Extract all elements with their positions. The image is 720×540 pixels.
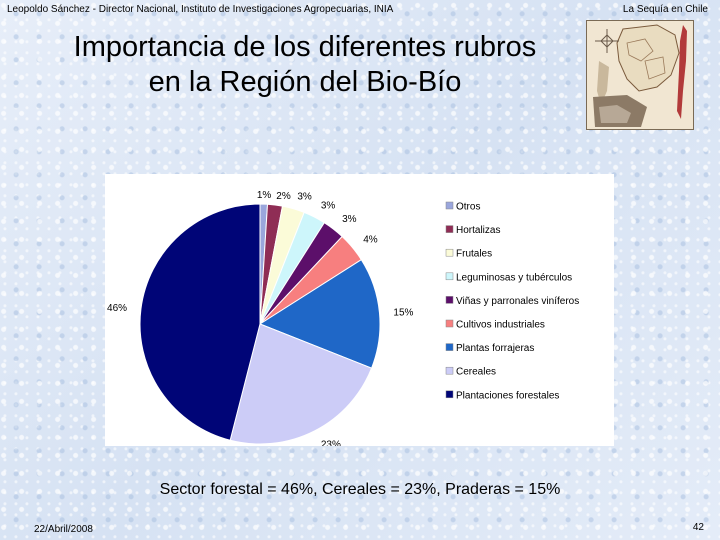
legend-swatch-plantas-forrajeras xyxy=(445,343,454,351)
pie-label-frutales: 3% xyxy=(297,191,312,202)
legend-label-cultivos-industriales: Cultivos industriales xyxy=(456,320,545,331)
region-map-image xyxy=(586,20,694,130)
legend-swatch-cultivos-industriales xyxy=(445,319,454,328)
pie-label-otros: 1% xyxy=(257,190,272,201)
summary-caption: Sector forestal = 46%, Cereales = 23%, P… xyxy=(159,481,561,498)
legend-swatch-vinas-y-parronales-viniferos xyxy=(445,296,454,304)
pie-chart: 1% 2% 3% 3% 3% 4% 15% 23% 46% Otros Hortalizas Fru… xyxy=(105,174,614,446)
pie-label-cultivos-industriales: 4% xyxy=(363,235,378,246)
slide-title-line-1: Importancia de los diferentes rubros xyxy=(73,31,537,63)
pie-label-cereales: 23% xyxy=(321,439,341,446)
pie-label-plantaciones-forestales: 46% xyxy=(107,303,127,314)
legend-label-vinas-y-parronales-viniferos: Viñas y parronales viníferos xyxy=(456,296,579,307)
legend-label-cereales: Cereales xyxy=(456,367,496,378)
legend-label-otros: Otros xyxy=(456,202,480,213)
presenter-credit: Leopoldo Sánchez - Director Nacional, In… xyxy=(7,4,394,15)
slide-title: Importancia de los diferentes rubros en … xyxy=(30,30,580,100)
legend-label-hortalizas: Hortalizas xyxy=(456,225,500,236)
footer-date: 22/Abril/2008 xyxy=(34,524,93,535)
legend-swatch-leguminosas-y-tuberculos xyxy=(445,272,454,281)
slide-number: 42 xyxy=(692,522,704,533)
pie-slice-plantaciones-forestales xyxy=(139,203,261,441)
pie-slices xyxy=(139,203,381,445)
legend-swatch-cereales xyxy=(445,366,454,375)
pie-slice-cereales xyxy=(229,323,373,445)
legend-label-leguminosas-y-tuberculos: Leguminosas y tubérculos xyxy=(456,272,572,283)
legend-label-frutales: Frutales xyxy=(456,249,492,260)
pie-slice-labels: 1% 2% 3% 3% 3% 4% 15% 23% 46% xyxy=(107,190,413,446)
pie-label-leguminosas-y-tuberculos: 3% xyxy=(321,201,336,212)
chart-legend: Otros Hortalizas Frutales Leguminosas y tub… xyxy=(445,201,579,401)
legend-swatch-hortalizas xyxy=(445,225,454,233)
pie-label-hortalizas: 2% xyxy=(276,191,291,202)
legend-swatch-plantaciones-forestales xyxy=(445,390,454,399)
pie-chart-svg: 1% 2% 3% 3% 3% 4% 15% 23% 46% Otros Hortalizas Fru… xyxy=(107,190,579,446)
presentation-topic: La Sequía en Chile xyxy=(622,4,708,15)
legend-label-plantas-forrajeras: Plantas forrajeras xyxy=(456,343,534,354)
region-map-drawing xyxy=(587,21,693,129)
pie-slice-plantas-forrajeras xyxy=(258,259,381,369)
legend-swatch-otros xyxy=(445,201,454,210)
legend-swatch-frutales xyxy=(445,248,454,257)
slide-title-line-2: en la Región del Bio-Bío xyxy=(148,66,462,98)
legend-label-plantaciones-forestales: Plantaciones forestales xyxy=(456,390,559,401)
pie-label-plantas-forrajeras: 15% xyxy=(393,307,413,318)
pie-label-vinas-y-parronales-viniferos: 3% xyxy=(342,214,357,225)
